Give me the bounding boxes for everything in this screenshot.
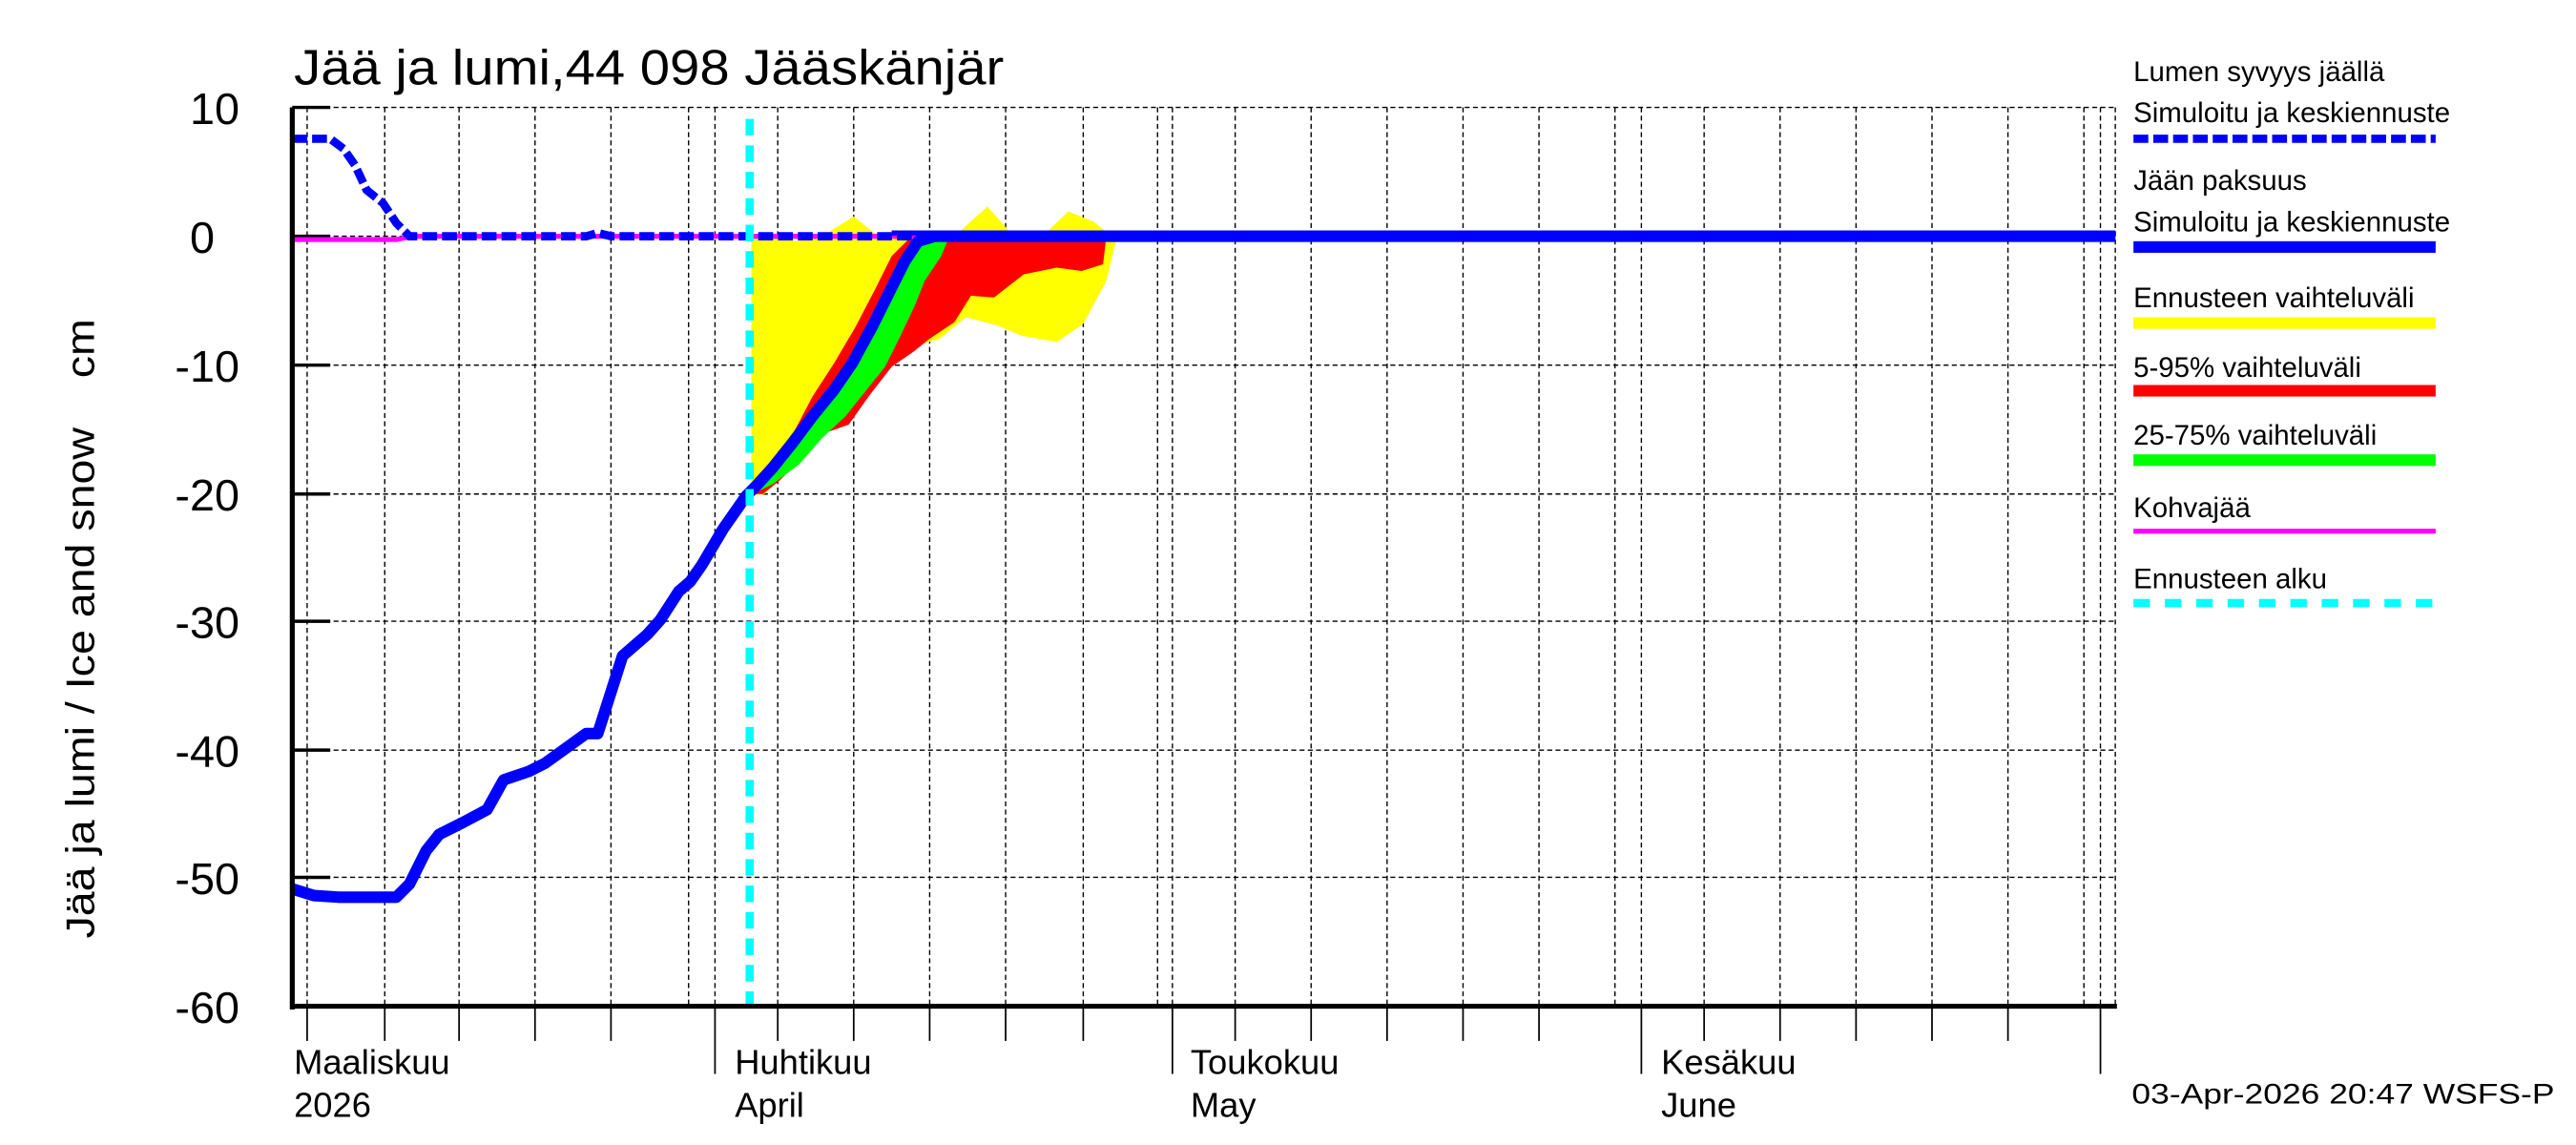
legend-slush-swatch xyxy=(2133,529,2436,534)
y-tick-label: 0 xyxy=(190,213,215,262)
legend-forecast-range-label: Ennusteen vaihteluväli xyxy=(2133,282,2414,314)
legend-ice-swatch xyxy=(2133,240,2436,253)
x-label-june: Kesäkuu xyxy=(1661,1043,1796,1082)
y-axis-ticks xyxy=(292,105,331,880)
legend-5-95-label: 5-95% vaihteluväli xyxy=(2133,352,2361,384)
x-label-march-sub: 2026 xyxy=(294,1086,371,1125)
y-axis-label: Jää ja lumi / Ice and snow cm xyxy=(58,319,103,938)
legend-ice-label: Jään paksuus xyxy=(2133,165,2307,197)
y-tick-label: 10 xyxy=(190,84,239,134)
x-axis-ticks xyxy=(306,1006,2102,1074)
snow-depth-line xyxy=(292,135,2116,240)
x-label-april: Huhtikuu xyxy=(735,1043,871,1082)
legend-forecast-start-label: Ennusteen alku xyxy=(2133,563,2327,594)
timestamp: 03-Apr-2026 20:47 WSFS-P xyxy=(2131,1079,2554,1111)
y-tick-label: -60 xyxy=(175,983,239,1032)
chart-title: Jää ja lumi,44 098 Jääskänjär xyxy=(294,40,1004,95)
y-tick-label: -10 xyxy=(175,342,239,391)
axes xyxy=(289,107,2117,1010)
x-label-june-sub: June xyxy=(1661,1086,1736,1125)
x-label-may: Toukokuu xyxy=(1191,1043,1340,1082)
grid xyxy=(292,106,2116,1007)
legend-forecast-range-swatch xyxy=(2133,317,2436,329)
legend-5-95-swatch xyxy=(2133,385,2436,397)
y-tick-label: -40 xyxy=(175,726,239,776)
band-forecast-range xyxy=(751,206,1116,496)
legend-snow-label: Lumen syvyys jäällä xyxy=(2133,56,2385,88)
y-tick-label: -20 xyxy=(175,470,239,520)
forecast-bands xyxy=(751,206,1116,496)
y-tick-label: -30 xyxy=(175,597,239,647)
x-label-april-sub: April xyxy=(735,1086,804,1125)
y-tick-labels: 10 0 -10 -20 -30 -40 -50 -60 xyxy=(175,84,239,1032)
legend-25-75-label: 25-75% vaihteluväli xyxy=(2133,420,2377,451)
y-tick-label: -50 xyxy=(175,854,239,904)
legend-25-75-swatch xyxy=(2133,454,2436,467)
ice-thickness-line xyxy=(290,230,2116,904)
legend-slush-label: Kohvajää xyxy=(2133,492,2251,524)
x-tick-labels: Maaliskuu 2026 Huhtikuu April Toukokuu M… xyxy=(294,1043,1796,1125)
legend: Lumen syvyys jäällä Simuloitu ja keskien… xyxy=(2133,56,2450,608)
legend-ice-sublabel: Simuloitu ja keskiennuste xyxy=(2133,206,2450,238)
x-label-may-sub: May xyxy=(1191,1086,1257,1125)
x-label-march: Maaliskuu xyxy=(294,1043,450,1082)
legend-snow-sublabel: Simuloitu ja keskiennuste xyxy=(2133,97,2450,129)
